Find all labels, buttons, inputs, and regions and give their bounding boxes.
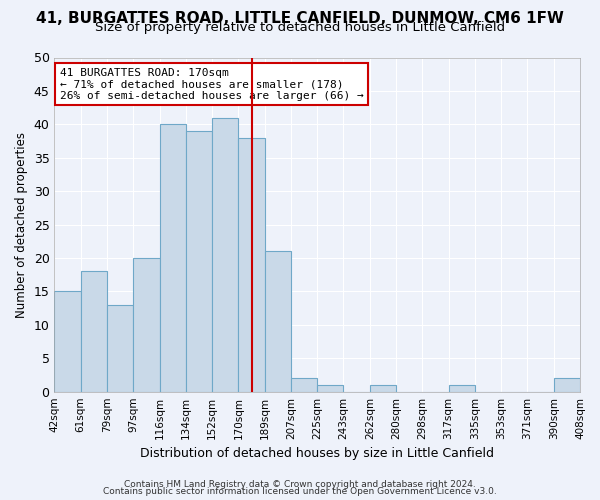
Bar	[160, 124, 186, 392]
Bar	[554, 378, 580, 392]
Bar	[186, 131, 212, 392]
Bar	[107, 305, 133, 392]
X-axis label: Distribution of detached houses by size in Little Canfield: Distribution of detached houses by size …	[140, 447, 494, 460]
Bar	[265, 252, 291, 392]
Bar	[291, 378, 317, 392]
Text: Contains public sector information licensed under the Open Government Licence v3: Contains public sector information licen…	[103, 488, 497, 496]
Text: Size of property relative to detached houses in Little Canfield: Size of property relative to detached ho…	[95, 21, 505, 34]
Bar	[212, 118, 238, 392]
Bar	[317, 385, 343, 392]
Bar	[133, 258, 160, 392]
Text: Contains HM Land Registry data © Crown copyright and database right 2024.: Contains HM Land Registry data © Crown c…	[124, 480, 476, 489]
Bar	[238, 138, 265, 392]
Y-axis label: Number of detached properties: Number of detached properties	[15, 132, 28, 318]
Text: 41 BURGATTES ROAD: 170sqm
← 71% of detached houses are smaller (178)
26% of semi: 41 BURGATTES ROAD: 170sqm ← 71% of detac…	[59, 68, 364, 100]
Text: 41, BURGATTES ROAD, LITTLE CANFIELD, DUNMOW, CM6 1FW: 41, BURGATTES ROAD, LITTLE CANFIELD, DUN…	[36, 11, 564, 26]
Bar	[80, 272, 107, 392]
Bar	[449, 385, 475, 392]
Bar	[370, 385, 396, 392]
Bar	[55, 292, 80, 392]
